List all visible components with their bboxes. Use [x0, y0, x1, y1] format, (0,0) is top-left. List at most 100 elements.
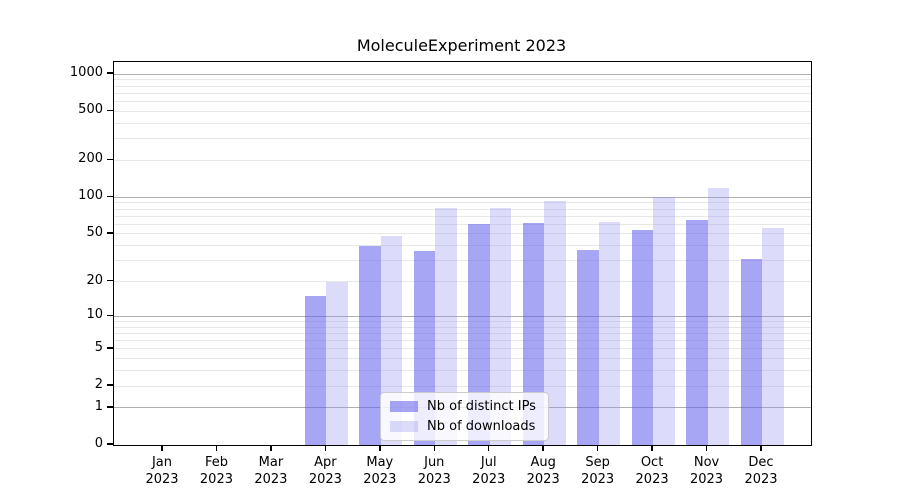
legend-label-downloads: Nb of downloads: [427, 419, 536, 434]
y-tick-label: 20: [86, 272, 103, 288]
x-tick-mark: [324, 445, 327, 451]
gridline-major: [114, 73, 811, 75]
gridline-minor: [114, 85, 811, 87]
x-tick-label: Nov 2023: [675, 454, 739, 488]
bar-nb-of-downloads-apr-2023: [326, 281, 348, 445]
bar-nb-of-distinct-ips-apr-2023: [304, 296, 327, 445]
gridline-minor: [114, 260, 811, 262]
bar-nb-of-downloads-jun-2023: [435, 208, 457, 445]
y-tick-label: 1: [94, 398, 103, 414]
x-tick-year: 2023: [526, 472, 560, 487]
gridline-minor: [114, 281, 811, 283]
y-tick-mark: [107, 232, 113, 234]
legend-item-distinct-ips: Nb of distinct IPs: [390, 399, 536, 414]
bar-nb-of-distinct-ips-aug-2023: [522, 222, 545, 445]
gridline-minor: [114, 348, 811, 350]
y-tick-mark: [107, 158, 113, 161]
x-tick-month: May: [366, 455, 394, 470]
y-tick-mark: [107, 72, 113, 74]
gridline-minor: [114, 92, 811, 94]
gridline-minor: [114, 159, 811, 161]
gridline-minor: [114, 370, 811, 372]
gridline-minor: [114, 202, 811, 204]
x-tick-month: Sep: [585, 455, 610, 470]
gridline-minor: [114, 358, 811, 360]
y-tick-mark: [107, 109, 113, 112]
bar-nb-of-distinct-ips-oct-2023: [631, 229, 654, 445]
x-tick-year: 2023: [308, 472, 342, 487]
x-tick-mark: [760, 445, 762, 451]
x-tick-mark: [270, 445, 272, 451]
x-tick-month: Nov: [693, 455, 720, 470]
x-tick-mark: [487, 445, 490, 451]
x-tick-label: Feb 2023: [184, 454, 248, 488]
bar-nb-of-downloads-aug-2023: [544, 200, 566, 445]
y-tick-mark: [107, 279, 113, 282]
gridline-minor: [114, 122, 811, 124]
x-tick-year: 2023: [689, 472, 724, 487]
legend-item-downloads: Nb of downloads: [390, 419, 536, 434]
x-tick-label: Apr 2023: [293, 454, 357, 488]
y-tick-label: 1000: [69, 65, 103, 81]
x-tick-month: Oct: [640, 455, 664, 470]
x-tick-label: Sep 2023: [566, 454, 630, 488]
y-tick-mark: [107, 347, 113, 349]
gridline-minor: [114, 208, 811, 210]
x-tick-year: 2023: [145, 472, 179, 487]
y-tick-label: 100: [78, 188, 103, 204]
y-tick-label: 10: [86, 307, 103, 323]
x-tick-mark: [651, 445, 653, 451]
y-tick-label: 200: [78, 151, 103, 167]
x-tick-month: Feb: [204, 455, 228, 470]
x-tick-mark: [705, 445, 708, 451]
gridline-minor: [114, 332, 811, 334]
bar-nb-of-downloads-jul-2023: [489, 207, 512, 445]
bar-nb-of-distinct-ips-jul-2023: [468, 224, 490, 445]
gridline-major: [114, 196, 811, 198]
gridline-minor: [114, 110, 811, 112]
gridline-minor: [114, 79, 811, 81]
x-tick-month: Jun: [424, 455, 445, 470]
legend: Nb of distinct IPs Nb of downloads: [380, 392, 549, 441]
gridline-minor: [114, 326, 811, 328]
x-tick-label: Dec 2023: [729, 454, 793, 488]
x-tick-label: Jun 2023: [402, 454, 466, 488]
gridline-minor: [114, 385, 811, 387]
x-tick-year: 2023: [254, 472, 288, 487]
x-tick-year: 2023: [744, 472, 778, 487]
bar-nb-of-downloads-nov-2023: [707, 187, 730, 445]
bar-nb-of-distinct-ips-nov-2023: [686, 220, 708, 445]
bar-nb-of-distinct-ips-may-2023: [359, 245, 381, 445]
x-tick-year: 2023: [472, 472, 506, 487]
y-tick-label: 50: [86, 224, 103, 240]
x-tick-label: May 2023: [348, 454, 412, 488]
x-tick-month: Apr: [314, 455, 337, 470]
gridline-minor: [114, 215, 811, 217]
gridline-minor: [114, 101, 811, 103]
gridline-minor: [114, 138, 811, 140]
gridline-major: [114, 315, 811, 317]
x-tick-mark: [433, 445, 436, 451]
legend-swatch-distinct-ips: [390, 401, 418, 412]
x-tick-year: 2023: [581, 472, 615, 487]
y-tick-mark: [107, 195, 113, 197]
x-tick-label: Jul 2023: [457, 454, 521, 488]
x-tick-mark: [379, 445, 381, 451]
x-tick-month: Aug: [530, 455, 556, 470]
x-tick-year: 2023: [417, 472, 451, 487]
y-tick-label: 2: [94, 377, 103, 393]
x-tick-mark: [596, 445, 599, 451]
bar-nb-of-distinct-ips-dec-2023: [740, 258, 762, 445]
legend-swatch-downloads: [390, 421, 418, 432]
chart-title: MoleculeExperiment 2023: [356, 36, 567, 55]
y-tick-mark: [107, 314, 113, 317]
x-tick-label: Mar 2023: [239, 454, 303, 488]
x-tick-label: Oct 2023: [620, 454, 684, 488]
y-tick-mark: [107, 443, 113, 445]
x-tick-mark: [161, 445, 163, 451]
x-tick-label: Aug 2023: [511, 454, 575, 488]
x-tick-month: Mar: [258, 455, 284, 470]
y-tick-mark: [107, 406, 113, 408]
plot-area: Nb of distinct IPs Nb of downloads: [113, 61, 812, 446]
gridline-minor: [114, 233, 811, 235]
